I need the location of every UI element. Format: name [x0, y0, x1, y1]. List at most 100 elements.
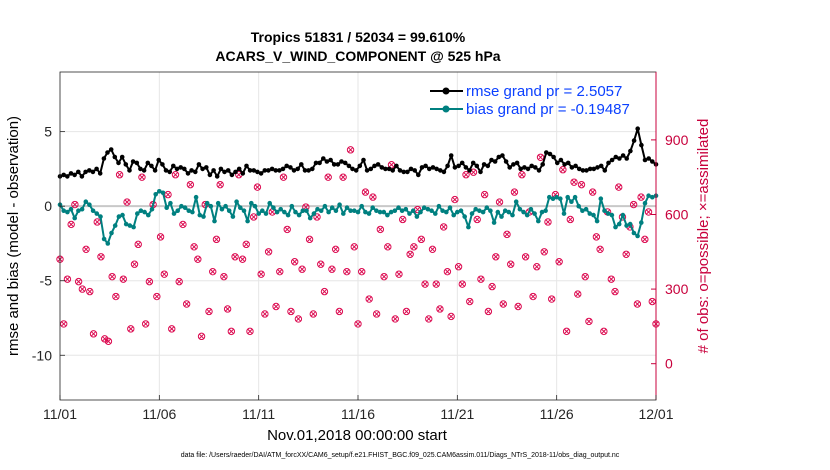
obs-possible-circle	[231, 253, 239, 261]
bias-point	[598, 196, 604, 201]
obs-possible-circle	[309, 310, 317, 318]
rmse-point	[525, 166, 531, 172]
rmse-point	[244, 163, 249, 169]
rmse-point	[558, 157, 564, 163]
obs-assimilated-cross	[109, 273, 115, 280]
obs-assimilated-cross	[463, 171, 469, 178]
x-axis-ticks: 11/01 11/06 11/11 11/16 11/21 11/26 12/01	[43, 395, 674, 422]
obs-count-marker	[354, 320, 362, 328]
rmse-point	[251, 168, 257, 173]
obs-assimilated-cross	[638, 194, 644, 200]
obs-assimilated-cross	[165, 191, 171, 198]
bias-point	[455, 209, 460, 215]
rmse-point	[302, 168, 308, 173]
bias-point	[142, 209, 147, 215]
rmse-point	[485, 163, 491, 169]
obs-count-marker	[492, 253, 500, 261]
bias-point	[635, 233, 640, 239]
bias-point	[76, 208, 81, 213]
obs-assimilated-cross	[548, 296, 555, 302]
obs-count-marker	[182, 300, 191, 308]
obs-count-marker	[428, 245, 437, 254]
obs-assimilated-cross	[601, 328, 607, 335]
rmse-point	[97, 171, 103, 176]
x-tick-label: 11/11	[242, 406, 275, 422]
obs-possible-circle	[592, 233, 601, 241]
y-right-tick-label: 0	[665, 356, 673, 372]
rmse-point	[160, 162, 165, 167]
obs-count-marker	[443, 267, 452, 276]
rmse-point	[533, 165, 538, 170]
obs-assimilated-cross	[332, 246, 339, 253]
rmse-point	[262, 168, 268, 173]
data-file-footnote: data file: /Users/raeder/DAI/ATM_forcXX/…	[181, 452, 620, 459]
rmse-point	[496, 154, 502, 160]
bias-point	[550, 196, 556, 201]
obs-assimilated-cross	[87, 288, 93, 295]
rmse-point	[540, 162, 545, 167]
obs-possible-circle	[78, 285, 87, 293]
bias-point	[433, 211, 438, 216]
obs-possible-circle	[521, 253, 530, 261]
obs-count-marker	[328, 265, 336, 273]
obs-assimilated-cross	[258, 271, 264, 277]
rmse-point	[214, 174, 220, 179]
obs-count-marker	[246, 327, 254, 336]
obs-assimilated-cross	[567, 216, 574, 223]
obs-assimilated-cross	[411, 244, 417, 250]
obs-assimilated-cross	[537, 154, 544, 161]
bias-point	[135, 211, 140, 216]
obs-possible-circle	[533, 263, 541, 271]
bias-point	[499, 214, 504, 219]
obs-count-marker	[272, 302, 280, 311]
bias-point	[488, 208, 493, 213]
rmse-point	[547, 151, 553, 157]
x-tick-label: 11/06	[142, 406, 176, 422]
rmse-point	[145, 160, 151, 166]
legend-rmse-marker	[442, 87, 450, 95]
bias-point	[410, 208, 416, 213]
obs-count-marker	[141, 320, 150, 328]
obs-count-marker	[112, 292, 120, 301]
obs-possible-circle	[290, 258, 299, 266]
obs-count-series	[56, 146, 660, 346]
bias-point	[587, 211, 593, 216]
obs-possible-circle	[216, 180, 224, 189]
obs-possible-circle	[585, 317, 593, 326]
obs-possible-circle	[123, 198, 131, 206]
bias-point	[109, 230, 114, 236]
obs-count-marker	[548, 295, 556, 303]
obs-assimilated-cross	[418, 236, 425, 243]
rmse-point	[375, 162, 381, 167]
obs-assimilated-cross	[362, 189, 369, 195]
rmse-point	[511, 162, 516, 167]
bias-point	[591, 212, 596, 218]
obs-possible-circle	[209, 267, 217, 276]
bias-point	[68, 206, 74, 212]
obs-count-marker	[324, 173, 332, 181]
bias-point	[502, 208, 508, 213]
rmse-point	[350, 166, 355, 172]
obs-possible-circle	[343, 267, 351, 276]
rmse-point	[174, 166, 180, 172]
rmse-point	[94, 166, 99, 172]
obs-possible-circle	[428, 245, 437, 254]
bias-point	[510, 212, 515, 218]
obs-assimilated-cross	[116, 171, 123, 178]
obs-assimilated-cross	[232, 254, 238, 260]
obs-possible-circle	[615, 183, 623, 191]
obs-assimilated-cross	[243, 241, 250, 248]
obs-assimilated-cross	[452, 196, 458, 203]
obs-count-marker	[361, 188, 370, 196]
rmse-point	[284, 163, 290, 169]
obs-possible-circle	[130, 260, 139, 268]
obs-count-marker	[78, 285, 87, 293]
obs-assimilated-cross	[370, 194, 376, 200]
obs-assimilated-cross	[239, 256, 246, 263]
obs-assimilated-cross	[273, 303, 279, 310]
obs-count-marker	[197, 332, 206, 341]
rmse-point	[222, 169, 227, 175]
bias-series	[57, 189, 659, 246]
obs-possible-circle	[294, 315, 303, 323]
rmse-point	[438, 168, 443, 173]
